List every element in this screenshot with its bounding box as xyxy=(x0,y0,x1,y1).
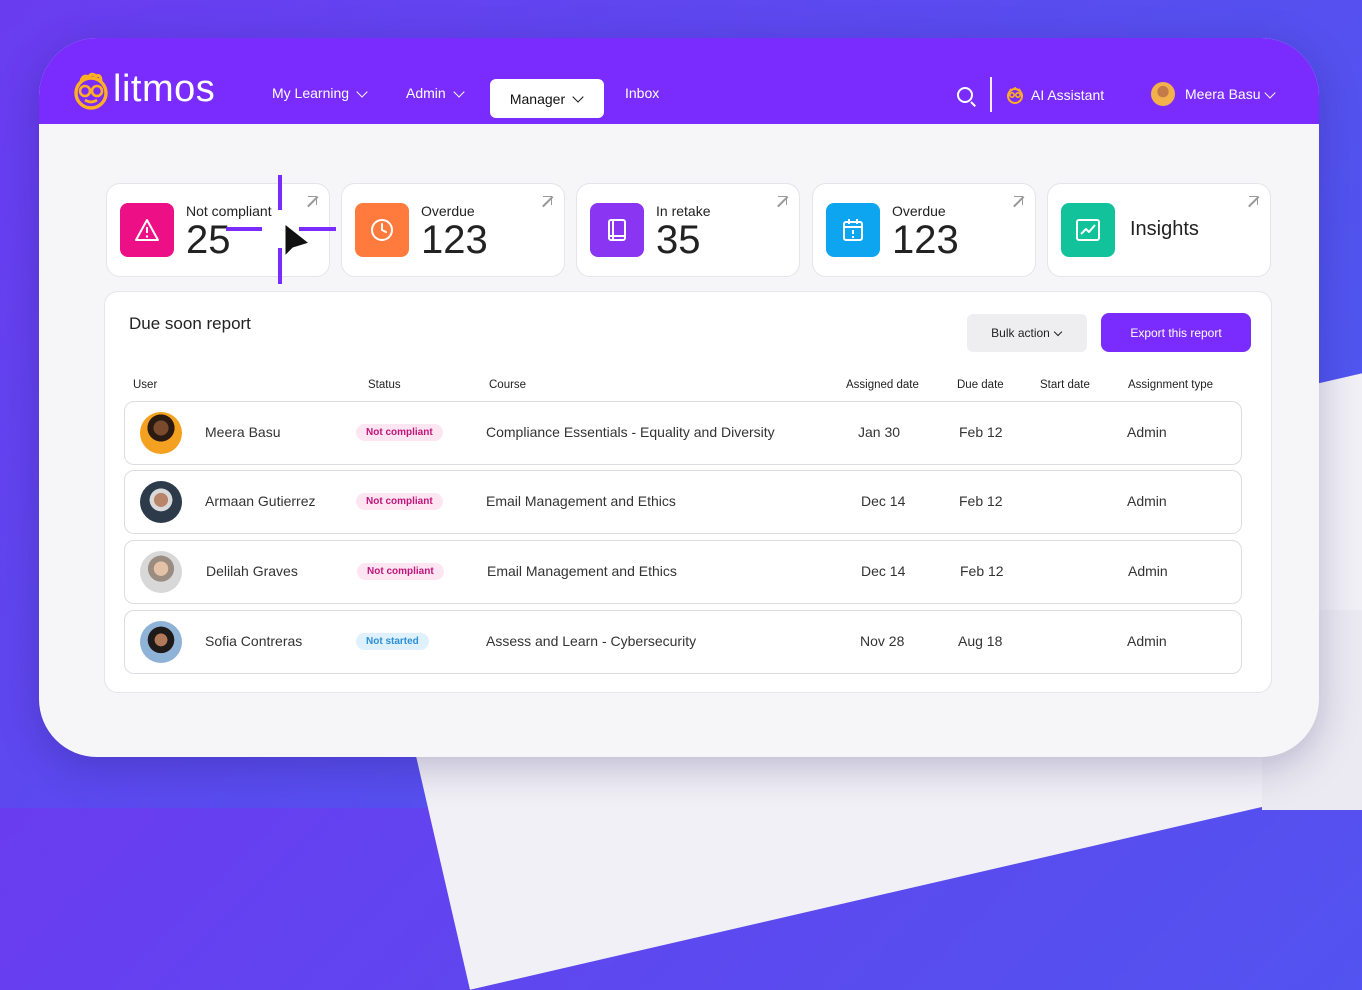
assigned-date: Dec 14 xyxy=(861,493,906,509)
column-header-user[interactable]: User xyxy=(133,379,158,391)
nav-manager[interactable]: Manager xyxy=(490,79,604,118)
card-value: 25 xyxy=(186,218,231,262)
assigned-date: Nov 28 xyxy=(860,633,905,649)
user-name: Armaan Gutierrez xyxy=(205,493,316,509)
table-row[interactable]: Meera Basu Not compliant Compliance Esse… xyxy=(124,401,1242,465)
ai-assistant-icon xyxy=(1007,87,1023,104)
app-window: litmos My Learning Admin Manager Inbox xyxy=(39,38,1319,757)
logo-mascot-icon xyxy=(74,72,108,110)
column-header-assignment-type[interactable]: Assignment type xyxy=(1128,379,1214,391)
report-title: Due soon report xyxy=(129,314,251,333)
status-badge: Not compliant xyxy=(356,493,443,510)
calendar-alert-icon xyxy=(826,203,880,257)
card-not-compliant[interactable]: Not compliant 25 xyxy=(106,183,330,277)
card-insights[interactable]: Insights xyxy=(1047,183,1271,277)
chevron-down-icon xyxy=(1264,86,1277,99)
ai-assistant-label: AI Assistant xyxy=(1031,87,1105,103)
card-overdue[interactable]: Overdue 123 xyxy=(341,183,565,277)
status-badge: Not compliant xyxy=(356,424,443,441)
book-icon xyxy=(590,203,644,257)
warning-icon xyxy=(120,203,174,257)
assignment-type: Admin xyxy=(1127,493,1167,509)
nav-manager-label: Manager xyxy=(509,90,566,107)
logo-wordmark: litmos xyxy=(113,68,216,110)
due-date: Aug 18 xyxy=(958,633,1003,649)
external-link-icon[interactable] xyxy=(306,196,317,207)
user-name: Meera Basu xyxy=(205,424,281,440)
table-row[interactable]: Sofia Contreras Not started Assess and L… xyxy=(124,610,1242,674)
nav-inbox-label: Inbox xyxy=(625,85,660,101)
due-soon-report: Due soon report Bulk action Export this … xyxy=(104,291,1272,693)
user-name: Meera Basu xyxy=(1185,86,1261,102)
column-header-assigned-date[interactable]: Assigned date xyxy=(846,379,919,391)
nav-admin-label: Admin xyxy=(406,85,446,101)
nav-my-learning[interactable]: My Learning xyxy=(272,85,368,101)
bulk-action-button[interactable]: Bulk action xyxy=(967,314,1087,352)
column-header-status[interactable]: Status xyxy=(368,379,401,391)
assigned-date: Dec 14 xyxy=(861,563,906,579)
user-avatar xyxy=(140,551,182,593)
card-label: Insights xyxy=(1130,218,1199,240)
chart-icon xyxy=(1061,203,1115,257)
card-label: Overdue xyxy=(892,203,946,219)
nav-divider xyxy=(990,77,992,112)
assigned-date: Jan 30 xyxy=(858,424,901,440)
assignment-type: Admin xyxy=(1127,424,1167,440)
chevron-down-icon xyxy=(453,85,465,98)
user-name: Delilah Graves xyxy=(206,563,298,579)
user-avatar xyxy=(140,621,182,663)
card-label: Not compliant xyxy=(186,203,272,219)
search-icon[interactable] xyxy=(957,87,973,103)
assignment-type: Admin xyxy=(1128,563,1168,579)
litmos-logo[interactable]: litmos xyxy=(73,68,216,111)
bulk-action-label: Bulk action xyxy=(991,326,1050,340)
due-date: Feb 12 xyxy=(959,493,1003,509)
due-date: Feb 12 xyxy=(960,563,1004,579)
external-link-icon[interactable] xyxy=(1012,196,1023,207)
card-value: 123 xyxy=(892,218,959,262)
chevron-down-icon xyxy=(572,91,584,103)
column-header-start-date[interactable]: Start date xyxy=(1040,379,1090,391)
user-menu[interactable]: Meera Basu xyxy=(1151,82,1277,106)
course-name: Compliance Essentials - Equality and Div… xyxy=(486,424,775,440)
nav-inbox[interactable]: Inbox xyxy=(625,85,659,101)
course-name: Email Management and Ethics xyxy=(486,493,676,509)
card-value: 35 xyxy=(656,218,701,262)
ai-assistant-button[interactable]: AI Assistant xyxy=(1005,85,1104,105)
card-in-retake[interactable]: In retake 35 xyxy=(576,183,800,277)
column-header-course[interactable]: Course xyxy=(489,379,527,391)
nav-admin[interactable]: Admin xyxy=(406,85,465,101)
chevron-down-icon xyxy=(1053,327,1063,336)
course-name: Email Management and Ethics xyxy=(487,563,677,579)
status-badge: Not compliant xyxy=(357,563,444,580)
export-report-button[interactable]: Export this report xyxy=(1101,313,1251,352)
table-row[interactable]: Delilah Graves Not compliant Email Manag… xyxy=(124,540,1242,604)
external-link-icon[interactable] xyxy=(541,196,552,207)
top-navbar: litmos My Learning Admin Manager Inbox xyxy=(39,38,1319,124)
user-avatar xyxy=(1151,82,1175,106)
card-overdue-2[interactable]: Overdue 123 xyxy=(812,183,1036,277)
column-header-due-date[interactable]: Due date xyxy=(957,379,1004,391)
card-value: 123 xyxy=(421,218,488,262)
user-avatar xyxy=(140,481,182,523)
assignment-type: Admin xyxy=(1127,633,1167,649)
user-avatar xyxy=(140,412,182,454)
external-link-icon[interactable] xyxy=(776,196,787,207)
external-link-icon[interactable] xyxy=(1247,196,1258,207)
clock-icon xyxy=(355,203,409,257)
user-name: Sofia Contreras xyxy=(205,633,303,649)
status-badge: Not started xyxy=(356,633,429,650)
course-name: Assess and Learn - Cybersecurity xyxy=(486,633,697,649)
chevron-down-icon xyxy=(356,85,368,98)
card-label: Overdue xyxy=(421,203,475,219)
due-date: Feb 12 xyxy=(959,424,1003,440)
card-label: In retake xyxy=(656,203,711,219)
nav-my-learning-label: My Learning xyxy=(272,85,350,101)
table-row[interactable]: Armaan Gutierrez Not compliant Email Man… xyxy=(124,470,1242,534)
